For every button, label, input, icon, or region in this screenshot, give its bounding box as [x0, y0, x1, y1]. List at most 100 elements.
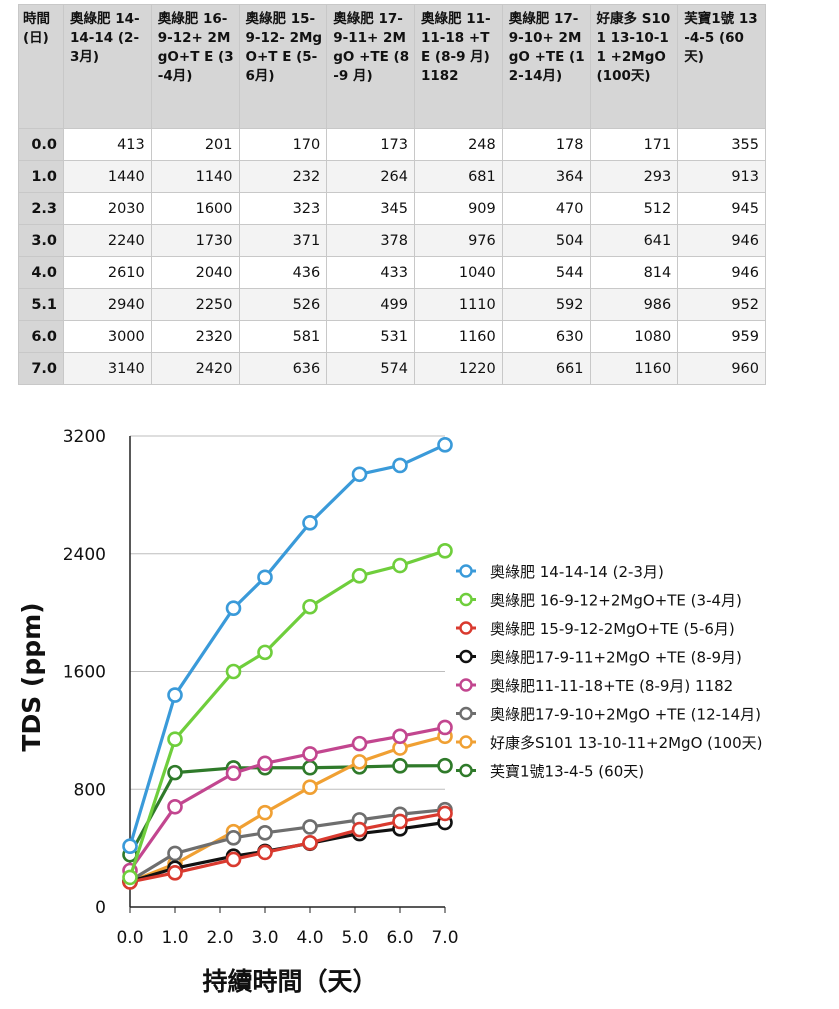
column-header: 奧綠肥 16-9-12+ 2MgO+T E (3-4月) [150, 4, 240, 129]
legend-label: 奧綠肥 14-14-14 (2-3月) [490, 563, 664, 581]
table-cell: 1140 [150, 160, 240, 193]
column-header: 奧綠肥 17-9-10+ 2MgO +TE (12-14月) [501, 4, 591, 129]
column-header: 奧綠肥 14-14-14 (2-3月) [63, 4, 152, 129]
data-point [167, 731, 183, 748]
table-row: 3.0 2240 1730 371 378 976 504 641 946 [18, 224, 766, 257]
row-time-cell: 4.0 [18, 256, 64, 289]
table-row: 7.0 3140 2420 636 574 1220 661 1160 960 [18, 352, 766, 385]
data-point [302, 746, 318, 762]
data-point [167, 845, 183, 862]
table-cell: 946 [677, 256, 766, 289]
legend-swatch-marker [459, 735, 473, 749]
data-point [351, 735, 368, 752]
table-cell: 171 [589, 128, 679, 161]
table-cell: 581 [238, 320, 328, 353]
table-cell: 986 [589, 288, 679, 321]
legend-item: 奧綠肥 15-9-12-2MgO+TE (5-6月) [456, 620, 735, 638]
legend-label: 奧綠肥17-9-11+2MgO +TE (8-9月) [490, 649, 742, 667]
table-cell: 378 [326, 224, 415, 257]
table-cell: 641 [589, 224, 679, 257]
row-time-cell: 2.3 [18, 192, 64, 225]
series-group [122, 719, 453, 879]
table-cell: 2250 [150, 288, 240, 321]
table-cell: 345 [326, 192, 415, 225]
x-tick-label: 1.0 [161, 928, 188, 948]
data-point [257, 804, 273, 821]
column-header: 奧綠肥 17-9-11+ 2MgO +TE (8-9 月) [326, 4, 415, 129]
y-axis-title: TDS (ppm) [17, 602, 46, 751]
legend-swatch-marker [459, 621, 473, 635]
column-header: 芙寶1號 13-4-5 (60天) [677, 4, 766, 129]
table-cell: 2320 [150, 320, 240, 353]
row-time-cell: 1.0 [18, 160, 64, 193]
table-cell: 913 [677, 160, 766, 193]
table-cell: 293 [589, 160, 679, 193]
x-tick-label: 6.0 [386, 928, 413, 948]
table-cell: 173 [326, 128, 415, 161]
table-cell: 2610 [63, 256, 152, 289]
table-cell: 1440 [63, 160, 152, 193]
data-point [225, 600, 242, 617]
data-point [437, 719, 453, 736]
data-point [302, 835, 318, 851]
table-cell: 946 [677, 224, 766, 257]
x-tick-label: 7.0 [431, 928, 458, 948]
chart-axes: 0 800 1600 2400 3200 0.0 1.0 2.0 3.0 4.0 5.0 6.0 7.0 [63, 427, 459, 948]
table-cell: 531 [326, 320, 415, 353]
table-cell: 248 [414, 128, 503, 161]
table-cell: 1600 [150, 192, 240, 225]
legend-label: 奧綠肥 16-9-12+2MgO+TE (3-4月) [490, 592, 742, 610]
table-cell: 2030 [63, 192, 152, 225]
data-point [437, 805, 453, 822]
legend-swatch-marker [459, 649, 473, 664]
table-cell: 3140 [63, 352, 152, 385]
table-cell: 1040 [414, 256, 503, 289]
legend-swatch-marker [459, 564, 473, 578]
y-tick-label: 800 [74, 780, 106, 800]
table-cell: 364 [501, 160, 591, 193]
table-cell: 413 [63, 128, 152, 161]
table-row: 4.0 2610 2040 436 433 1040 544 814 946 [18, 256, 766, 289]
data-table: 時間 (日) 奧綠肥 14-14-14 (2-3月) 奧綠肥 16-9-12+ … [18, 4, 766, 385]
table-cell: 201 [150, 128, 240, 161]
table-cell: 499 [326, 288, 415, 321]
table-cell: 1730 [150, 224, 240, 257]
legend-swatch-marker [459, 706, 473, 721]
legend-item: 奧綠肥 14-14-14 (2-3月) [456, 563, 664, 581]
data-point [437, 757, 453, 774]
table-cell: 909 [414, 192, 503, 225]
table-row: 6.0 3000 2320 581 531 1160 630 1080 959 [18, 320, 766, 353]
table-cell: 512 [589, 192, 679, 225]
x-axis-title: 持續時間（天） [202, 967, 377, 996]
legend-item: 奧綠肥 16-9-12+2MgO+TE (3-4月) [456, 592, 742, 610]
legend-label: 奧綠肥 15-9-12-2MgO+TE (5-6月) [490, 620, 735, 638]
table-row: 2.3 2030 1600 323 345 909 470 512 945 [18, 192, 766, 225]
data-point [351, 821, 368, 838]
table-cell: 1110 [414, 288, 503, 321]
x-tick-label: 5.0 [341, 928, 368, 948]
data-point [167, 865, 183, 881]
data-point [225, 663, 242, 680]
table-cell: 323 [238, 192, 328, 225]
row-time-cell: 7.0 [18, 352, 64, 385]
data-point [122, 838, 138, 855]
x-tick-label: 0.0 [116, 928, 143, 948]
x-tick-label: 4.0 [296, 928, 323, 948]
data-point [392, 457, 408, 474]
table-cell: 661 [501, 352, 591, 385]
data-point [225, 851, 242, 868]
data-point [257, 825, 273, 841]
table-row: 0.0 413 201 170 173 248 178 171 355 [18, 128, 766, 161]
y-tick-label: 2400 [63, 545, 106, 565]
table-cell: 232 [238, 160, 328, 193]
legend-swatch-marker [459, 678, 473, 692]
data-point [351, 466, 368, 483]
series-line [128, 443, 447, 848]
data-point [257, 644, 273, 661]
series-group [122, 543, 453, 886]
table-cell: 814 [589, 256, 679, 289]
table-cell: 574 [326, 352, 415, 385]
data-point [392, 557, 408, 574]
chart-series [122, 437, 453, 890]
table-cell: 355 [677, 128, 766, 161]
